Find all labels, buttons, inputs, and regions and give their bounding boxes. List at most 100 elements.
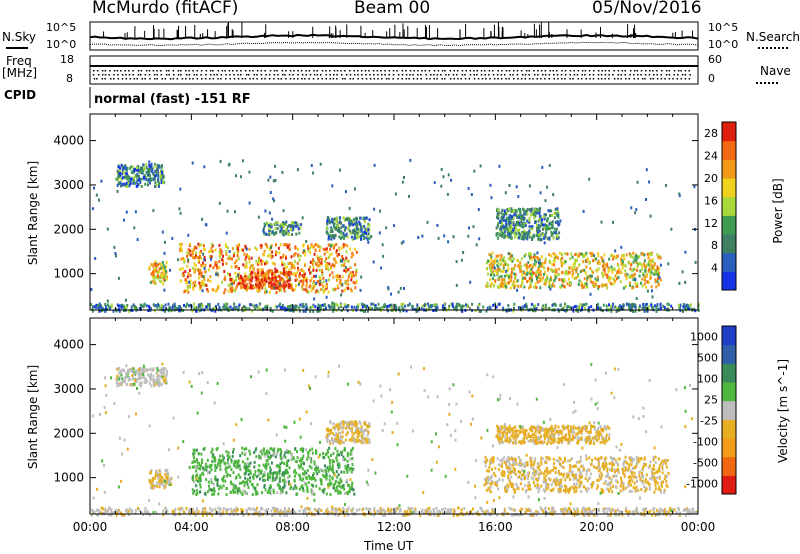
echo-cell <box>124 165 127 169</box>
echo-cell <box>285 275 288 279</box>
echo-cell <box>233 302 236 306</box>
echo-cell <box>260 269 263 273</box>
echo-cell <box>153 262 156 266</box>
echo-cell <box>546 226 549 230</box>
echo-cell <box>265 233 268 236</box>
nave-dot <box>365 78 368 80</box>
echo-cell <box>135 184 138 188</box>
echo-cell <box>559 219 562 223</box>
echo-cell <box>292 307 295 310</box>
echo-cell <box>344 492 347 495</box>
echo-cell <box>232 254 235 258</box>
echo-cell <box>222 479 225 483</box>
echo-cell <box>338 464 341 468</box>
echo-cell <box>289 307 292 311</box>
echo-cell <box>121 176 124 180</box>
echo-cell <box>226 454 229 458</box>
echo-cell <box>199 475 201 479</box>
echo-cell <box>253 465 256 469</box>
echo-cell <box>157 174 160 178</box>
echo-cell <box>181 249 183 253</box>
echo-cell <box>596 269 599 273</box>
echo-cell <box>271 272 273 276</box>
echo-cell <box>219 459 222 462</box>
echo-cell <box>540 255 543 259</box>
nave-dot <box>93 70 95 72</box>
echo-cell <box>494 279 497 283</box>
echo-cell <box>163 240 166 244</box>
echo-cell <box>276 286 278 290</box>
nave-dot <box>260 74 263 76</box>
echo-cell <box>247 286 249 290</box>
echo-cell <box>527 232 530 236</box>
echo-cell <box>224 245 227 248</box>
echo-cell <box>665 184 667 187</box>
echo-cell <box>583 303 586 307</box>
nave-dot <box>668 70 671 72</box>
echo-cell <box>611 268 614 272</box>
echo-cell <box>320 288 323 292</box>
echo-cell <box>235 244 238 248</box>
echo-cell <box>333 226 336 229</box>
echo-cell <box>193 268 196 272</box>
nave-dot <box>156 70 158 72</box>
echo-cell <box>575 252 578 256</box>
echo-cell <box>336 229 339 232</box>
echo-cell <box>452 304 454 308</box>
echo-cell <box>152 374 155 378</box>
nave-dot <box>104 74 107 76</box>
echo-cell <box>208 484 210 488</box>
echo-cell <box>364 227 367 231</box>
echo-cell <box>614 305 617 309</box>
nave-dot <box>405 78 408 80</box>
echo-cell <box>311 492 314 496</box>
echo-cell <box>316 255 319 259</box>
echo-cell <box>241 493 244 496</box>
echo-cell <box>234 490 237 494</box>
echo-cell <box>318 453 321 457</box>
echo-cell <box>133 182 136 185</box>
echo-cell <box>630 263 633 267</box>
echo-cell <box>507 281 510 284</box>
echo-cell <box>249 266 252 270</box>
echo-cell <box>192 248 195 252</box>
echo-cell <box>250 271 253 275</box>
echo-cell <box>281 479 284 483</box>
echo-cell <box>539 270 542 274</box>
echo-cell <box>267 449 270 453</box>
echo-cell <box>633 258 636 262</box>
echo-cell <box>353 492 356 496</box>
echo-cell <box>192 307 195 311</box>
echo-cell <box>260 246 263 249</box>
echo-cell <box>631 255 634 259</box>
echo-cell <box>534 214 537 218</box>
echo-cell <box>655 272 658 276</box>
echo-cell <box>355 270 358 274</box>
echo-cell <box>548 285 551 289</box>
echo-cell <box>657 272 660 275</box>
echo-cell <box>230 482 233 486</box>
echo-cell <box>151 279 154 283</box>
echo-cell <box>154 474 157 478</box>
echo-cell <box>534 210 537 214</box>
echo-cell <box>153 309 156 313</box>
echo-cell <box>606 263 608 267</box>
echo-cell <box>227 283 230 287</box>
echo-cell <box>198 309 201 313</box>
echo-cell <box>542 233 545 237</box>
nave-dot <box>277 78 280 80</box>
echo-cell <box>336 254 339 258</box>
y-tick-label: 4000 <box>53 134 84 148</box>
nave-dot <box>656 78 659 80</box>
echo-cell <box>297 464 300 468</box>
echo-cell <box>318 487 321 491</box>
echo-cell <box>610 309 613 313</box>
echo-cell <box>578 279 581 283</box>
echo-cell <box>265 290 268 294</box>
echo-cell <box>136 178 139 182</box>
nave-dot <box>244 70 247 72</box>
echo-cell <box>204 462 207 466</box>
echo-cell <box>343 269 346 273</box>
echo-cell <box>333 304 336 308</box>
echo-cell <box>572 272 575 276</box>
